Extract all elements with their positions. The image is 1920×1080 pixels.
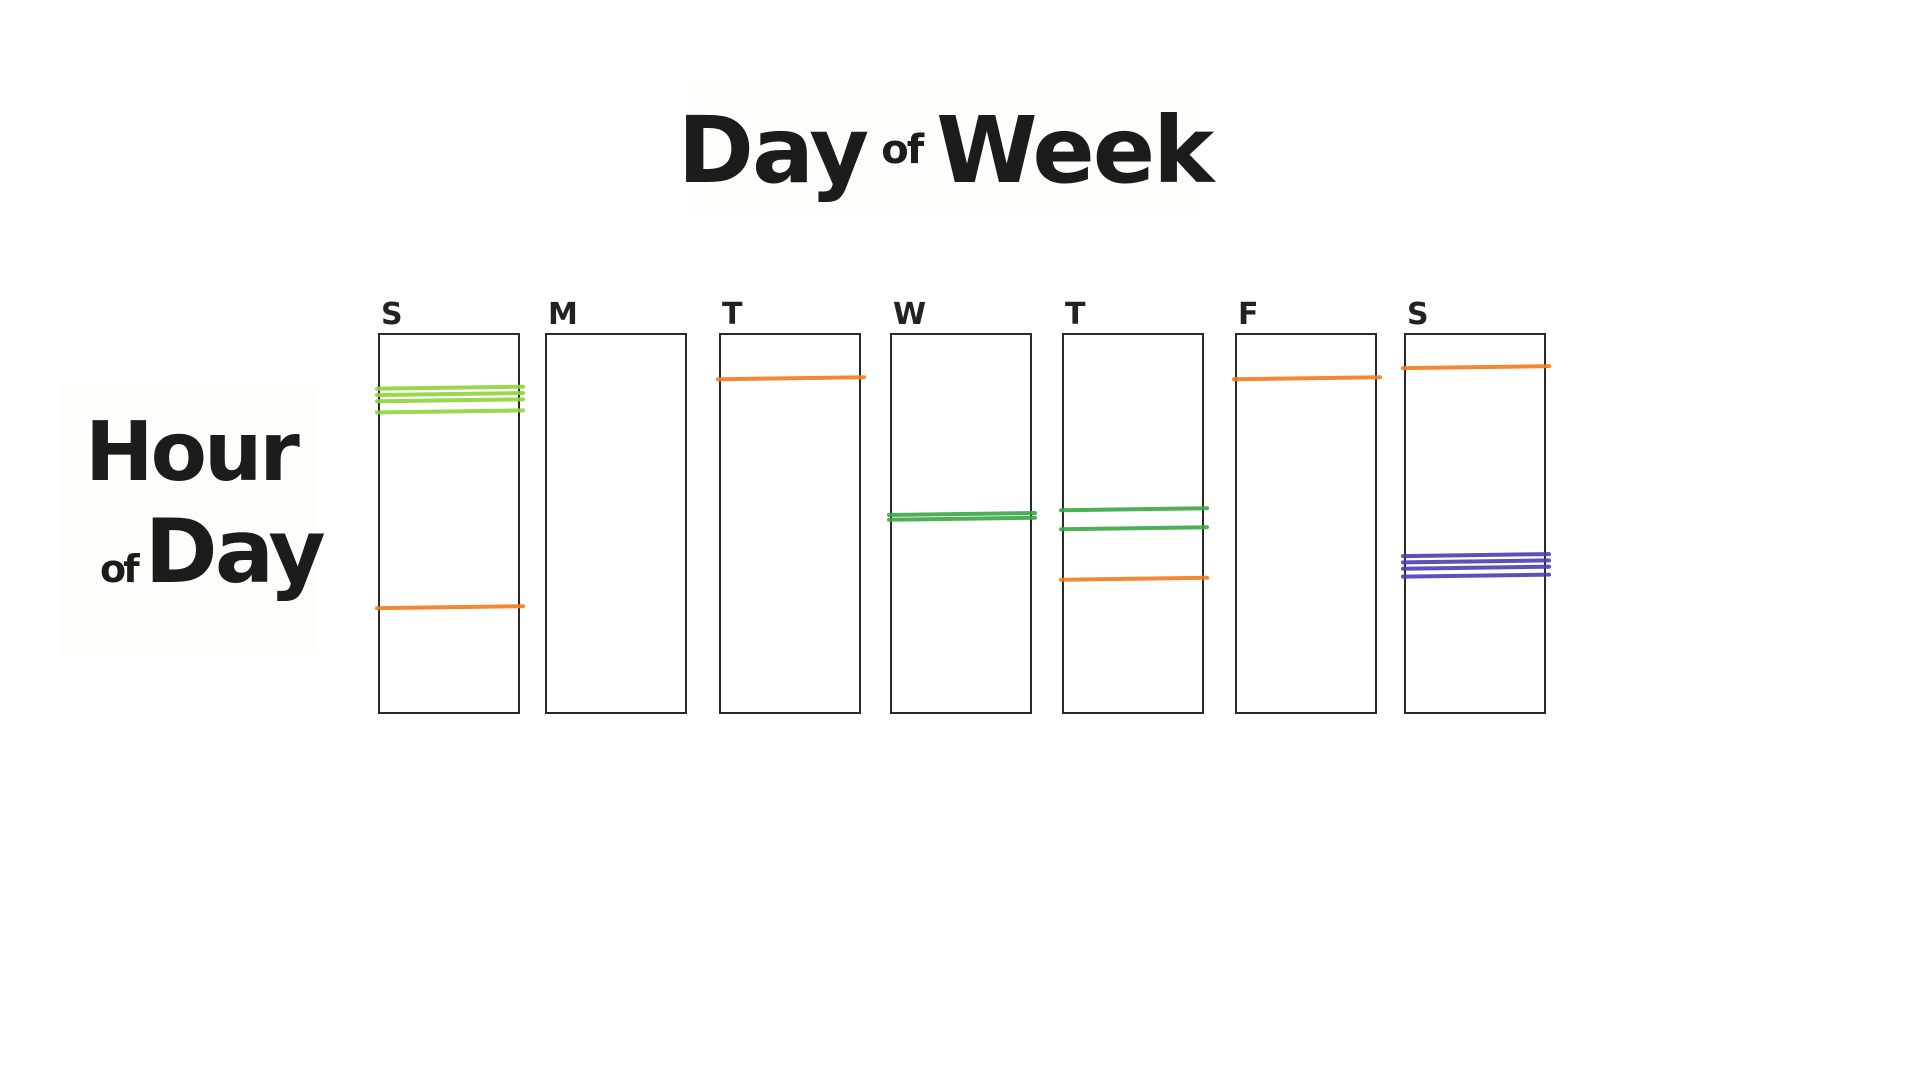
- mark-day6-1: [1401, 552, 1551, 559]
- mark-day2-0: [716, 375, 866, 382]
- mark-day6-0: [1401, 364, 1551, 371]
- mark-day5-0: [1232, 375, 1382, 382]
- mark-day6-2: [1401, 558, 1551, 565]
- mark-day3-0: [887, 511, 1037, 518]
- y-axis-label: Hour ofDay: [60, 385, 326, 655]
- day-column-6: [1404, 333, 1546, 714]
- mark-day0-0: [375, 384, 525, 391]
- ylabel-word-hour: Hour: [85, 405, 300, 500]
- mark-day0-2: [375, 397, 525, 404]
- day-label-1: M: [548, 297, 578, 332]
- mark-day4-1: [1059, 525, 1209, 532]
- mark-day6-4: [1401, 572, 1551, 579]
- day-label-2: T: [722, 297, 743, 332]
- title-word-of: of: [881, 127, 924, 173]
- ylabel-word-day: Day: [144, 500, 326, 603]
- day-label-3: W: [893, 297, 926, 332]
- day-column-1: [545, 333, 687, 714]
- day-column-0: [378, 333, 520, 714]
- mark-day4-2: [1059, 575, 1209, 582]
- day-label-5: F: [1238, 297, 1259, 332]
- title-word-day: Day: [677, 96, 870, 204]
- mark-day6-3: [1401, 564, 1551, 571]
- chart-title: Day of Week: [678, 85, 1214, 215]
- mark-day0-1: [375, 391, 525, 398]
- day-label-4: T: [1065, 297, 1086, 332]
- title-word-week: Week: [936, 96, 1214, 204]
- day-label-0: S: [381, 297, 403, 332]
- mark-day0-4: [375, 604, 525, 611]
- day-column-3: [890, 333, 1032, 714]
- day-label-6: S: [1407, 297, 1429, 332]
- mark-day3-1: [887, 515, 1037, 522]
- ylabel-line-2: ofDay: [100, 500, 326, 603]
- ylabel-word-of: of: [100, 547, 140, 591]
- day-column-2: [719, 333, 861, 714]
- day-column-4: [1062, 333, 1204, 714]
- mark-day0-3: [375, 408, 525, 415]
- mark-day4-0: [1059, 506, 1209, 513]
- day-column-5: [1235, 333, 1377, 714]
